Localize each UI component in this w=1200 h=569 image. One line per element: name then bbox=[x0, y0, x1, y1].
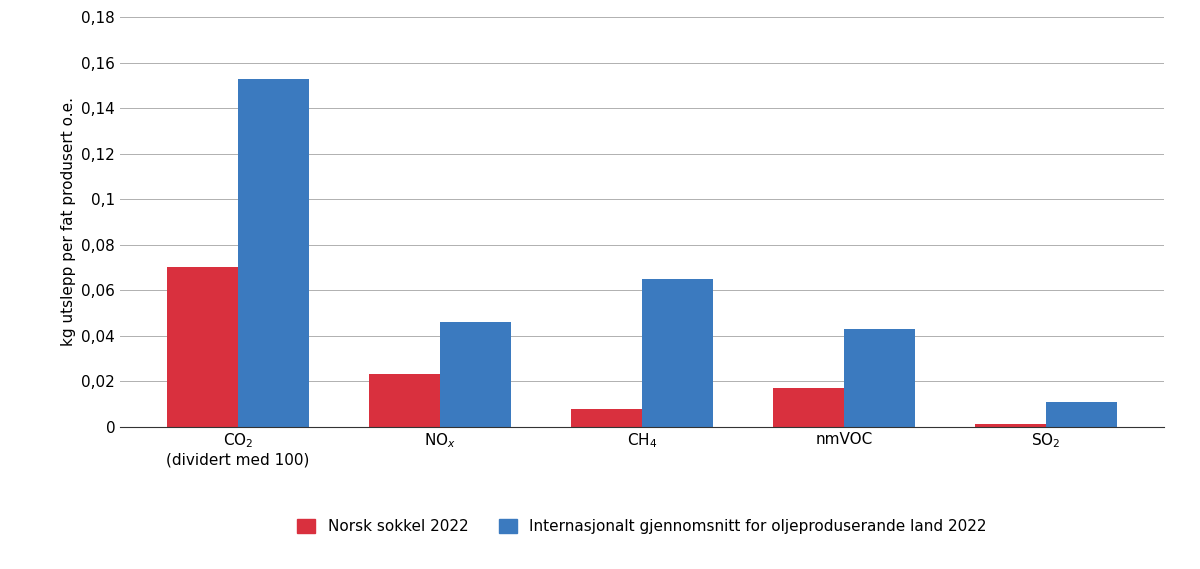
Bar bbox=[238, 79, 308, 427]
Bar bbox=[370, 374, 440, 427]
Bar bbox=[642, 279, 713, 427]
Bar bbox=[571, 409, 642, 427]
Bar bbox=[168, 267, 238, 427]
Bar bbox=[440, 322, 511, 427]
Bar bbox=[773, 388, 844, 427]
Bar bbox=[976, 424, 1046, 427]
Bar bbox=[1046, 402, 1116, 427]
Legend: Norsk sokkel 2022, Internasjonalt gjennomsnitt for oljeproduserande land 2022: Norsk sokkel 2022, Internasjonalt gjenno… bbox=[289, 512, 995, 542]
Bar bbox=[844, 329, 914, 427]
Y-axis label: kg utslepp per fat produsert o.e.: kg utslepp per fat produsert o.e. bbox=[61, 97, 76, 347]
